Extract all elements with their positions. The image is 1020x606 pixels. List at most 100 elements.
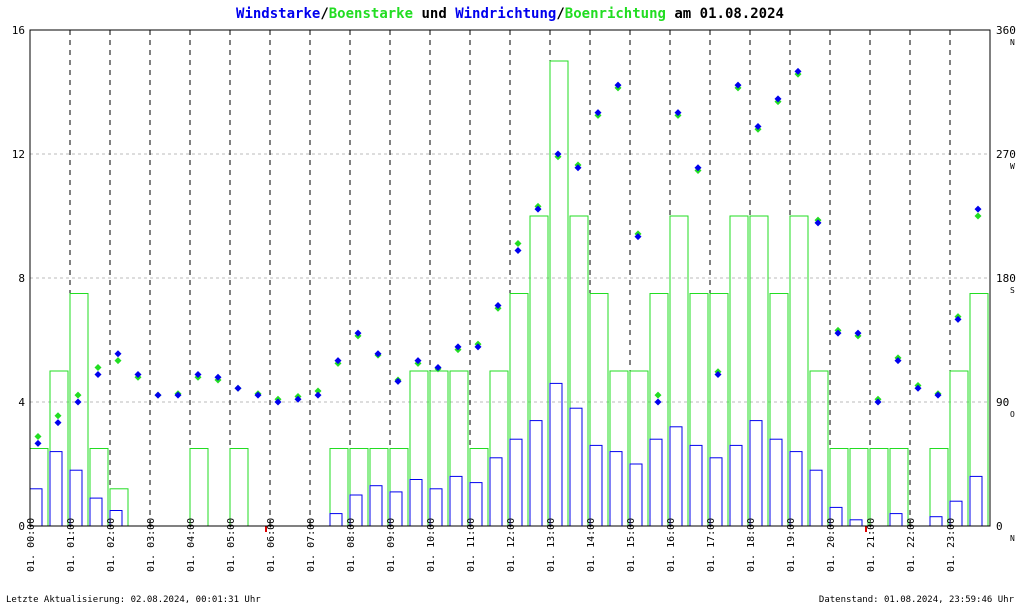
direction-point [234, 384, 242, 392]
strength-bar [569, 407, 583, 527]
strength-bar [89, 448, 109, 527]
y-left-tick-label: 16 [12, 24, 25, 37]
strength-bar [509, 293, 529, 527]
direction-point [154, 391, 162, 399]
strength-bar [329, 448, 349, 527]
y-right-tick-label: 0 [996, 520, 1003, 533]
title-slash-1: / [320, 6, 328, 22]
direction-point [434, 364, 442, 372]
y-right-tick-label: 180 [996, 272, 1016, 285]
title-slash-2: / [556, 6, 564, 22]
strength-bar [869, 448, 889, 527]
x-tick-label: 01. 17:00 [706, 518, 717, 572]
strength-bar [89, 497, 103, 527]
y-left-tick-label: 4 [18, 396, 25, 409]
direction-point [374, 350, 382, 358]
direction-point [734, 81, 742, 89]
title-boenstarke: Boenstarke [329, 6, 413, 22]
x-tick-label: 01. 12:00 [506, 518, 517, 572]
direction-point [54, 412, 62, 420]
x-tick-label: 01. 02:00 [106, 518, 117, 572]
direction-point [114, 357, 122, 365]
direction-point [654, 391, 662, 399]
direction-point [314, 387, 322, 395]
strength-bar [629, 463, 643, 527]
plot-frame [29, 29, 991, 527]
direction-point [894, 357, 902, 365]
compass-label: W [1010, 162, 1015, 171]
direction-point [174, 391, 182, 399]
strength-bar [649, 438, 663, 527]
x-tick-label: 01. 00:00 [26, 518, 37, 572]
footer-data-status: Datenstand: 01.08.2024, 23:59:46 Uhr [819, 595, 1015, 605]
strength-bar [549, 382, 563, 527]
x-tick-label: 01. 07:00 [306, 518, 317, 572]
direction-point [614, 81, 622, 89]
direction-point [94, 370, 102, 378]
strength-bar [749, 420, 763, 527]
strength-bar [29, 448, 49, 527]
strength-bar [549, 60, 569, 527]
x-tick-label: 01. 04:00 [186, 518, 197, 572]
x-tick-label: 01. 20:00 [826, 518, 837, 572]
compass-label: S [1010, 286, 1015, 295]
x-tick-label: 01. 05:00 [226, 518, 237, 572]
direction-point [494, 302, 502, 310]
y-right-tick-label: 360 [996, 24, 1016, 37]
strength-bar [849, 448, 869, 527]
strength-bar [969, 293, 989, 527]
direction-point [854, 329, 862, 337]
strength-bar [809, 370, 829, 527]
direction-point [294, 395, 302, 403]
x-tick-label: 01. 15:00 [626, 518, 637, 572]
strength-bar [329, 513, 343, 527]
direction-point [94, 364, 102, 372]
wind-strength-series [29, 382, 983, 527]
direction-point [574, 164, 582, 172]
direction-point [274, 398, 282, 406]
x-tick-label: 01. 21:00 [866, 518, 877, 572]
x-tick-label: 01. 19:00 [786, 518, 797, 572]
direction-series [34, 67, 982, 447]
direction-point [634, 233, 642, 241]
strength-bar [769, 438, 783, 527]
strength-bar [609, 370, 629, 527]
direction-point [814, 219, 822, 227]
strength-bar [569, 215, 589, 527]
chart-title: Windstarke/Boenstarke und Windrichtung/B… [236, 6, 784, 22]
direction-point [674, 109, 682, 117]
direction-point [714, 370, 722, 378]
strength-bar [749, 215, 769, 527]
strength-bar [529, 420, 543, 527]
direction-point [474, 343, 482, 351]
direction-point [454, 343, 462, 351]
strength-bar [949, 370, 969, 527]
title-boenrichtung: Boenrichtung [565, 6, 666, 22]
direction-point [754, 122, 762, 130]
x-tick-label: 01. 10:00 [426, 518, 437, 572]
title-windrichtung: Windrichtung [455, 6, 556, 22]
title-date: am 01.08.2024 [666, 6, 784, 22]
direction-point [974, 205, 982, 213]
strength-bar [689, 444, 703, 527]
x-tick-label: 01. 01:00 [66, 518, 77, 572]
direction-point [114, 350, 122, 358]
direction-point [914, 384, 922, 392]
direction-point [934, 391, 942, 399]
strength-bar [429, 370, 449, 527]
direction-point [974, 212, 982, 220]
direction-point [194, 370, 202, 378]
strength-bar [229, 448, 249, 527]
direction-point [354, 329, 362, 337]
x-tick-label: 01. 03:00 [146, 518, 157, 572]
direction-point [74, 398, 82, 406]
title-und: und [413, 6, 455, 22]
strength-bar [409, 479, 423, 527]
strength-bar [889, 513, 903, 527]
footer-last-update: Letzte Aktualisierung: 02.08.2024, 00:01… [6, 595, 261, 605]
strength-bar [369, 448, 389, 527]
direction-point [514, 246, 522, 254]
direction-point [414, 357, 422, 365]
strength-bar [489, 457, 503, 527]
y-right-tick-label: 270 [996, 148, 1016, 161]
